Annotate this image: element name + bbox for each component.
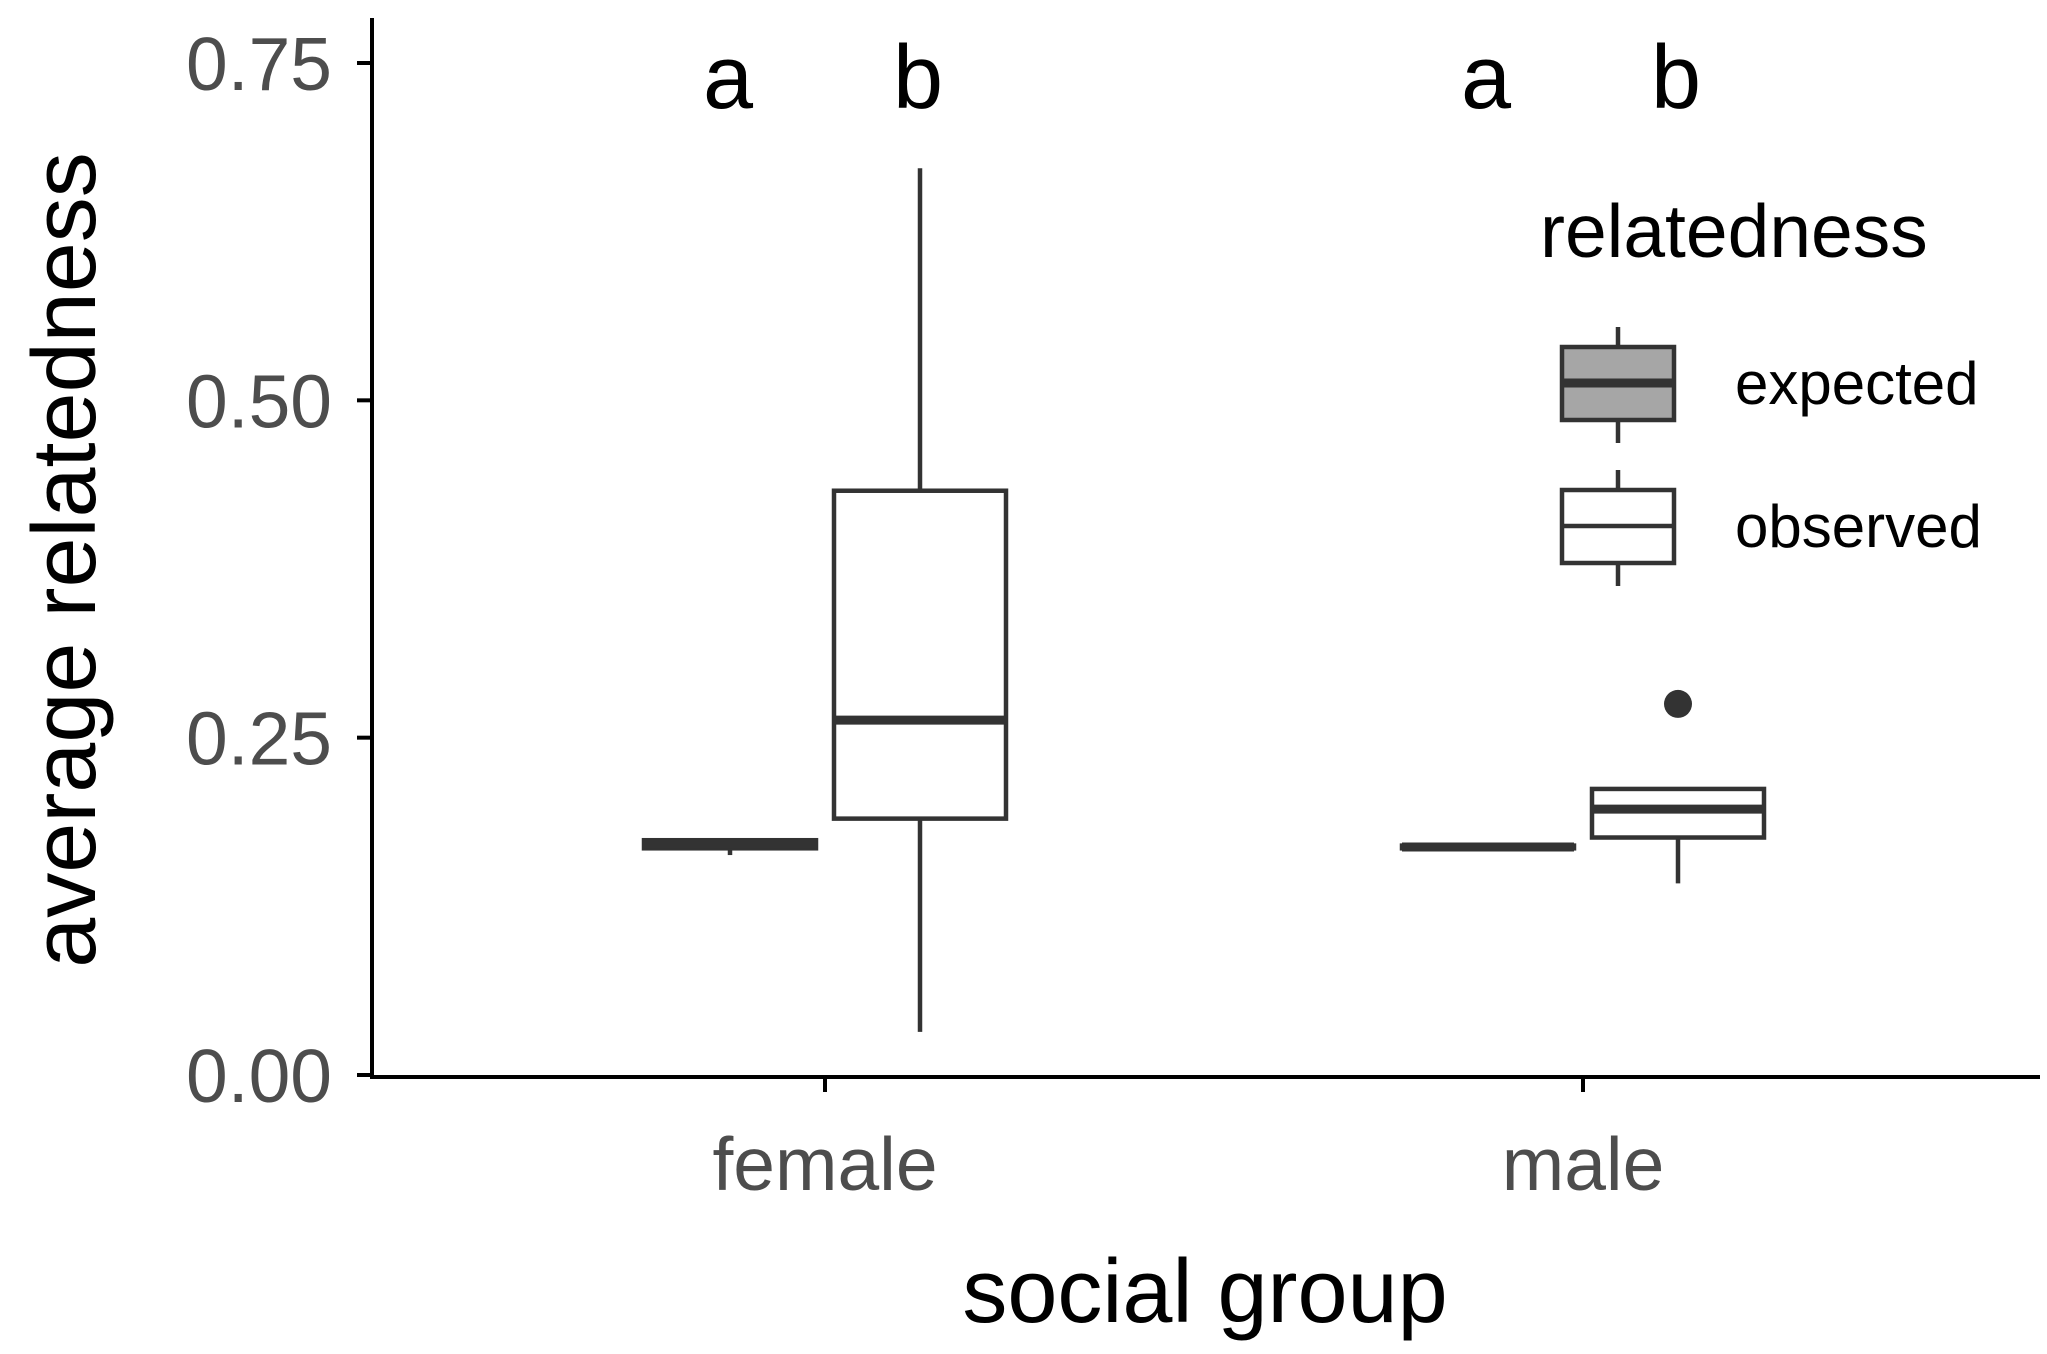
legend-entry-observed: observed (1559, 470, 1982, 586)
box-observed-female (831, 168, 1009, 1032)
y-axis-title: average relatedness (15, 152, 115, 968)
box-observed-male (1589, 689, 1767, 884)
significance-letter: a (1461, 28, 1512, 128)
legend-title: relatedness (1540, 189, 1928, 273)
y-tick-label: 0.75 (186, 22, 332, 106)
y-tick-label: 0.00 (186, 1034, 332, 1118)
axes: 0.00 0.25 0.50 0.75 female male (186, 18, 2040, 1206)
outlier-point (1664, 689, 1692, 718)
significance-letter: b (893, 28, 943, 128)
legend: relatedness expected observed (1540, 189, 1982, 586)
significance-letter: b (1651, 28, 1701, 128)
legend-label: expected (1735, 350, 1979, 417)
legend-label: observed (1735, 493, 1982, 560)
legend-entry-expected: expected (1559, 327, 1979, 443)
x-axis-title: social group (962, 1242, 1447, 1342)
y-tick-label: 0.25 (186, 697, 332, 781)
x-tick-label: male (1502, 1122, 1665, 1206)
box-expected-male (1399, 842, 1577, 852)
significance-letter: a (703, 28, 754, 128)
x-tick-label: female (712, 1122, 937, 1206)
box-expected-female (641, 837, 819, 856)
y-tick-label: 0.50 (186, 359, 332, 443)
box-rect (831, 488, 1009, 821)
